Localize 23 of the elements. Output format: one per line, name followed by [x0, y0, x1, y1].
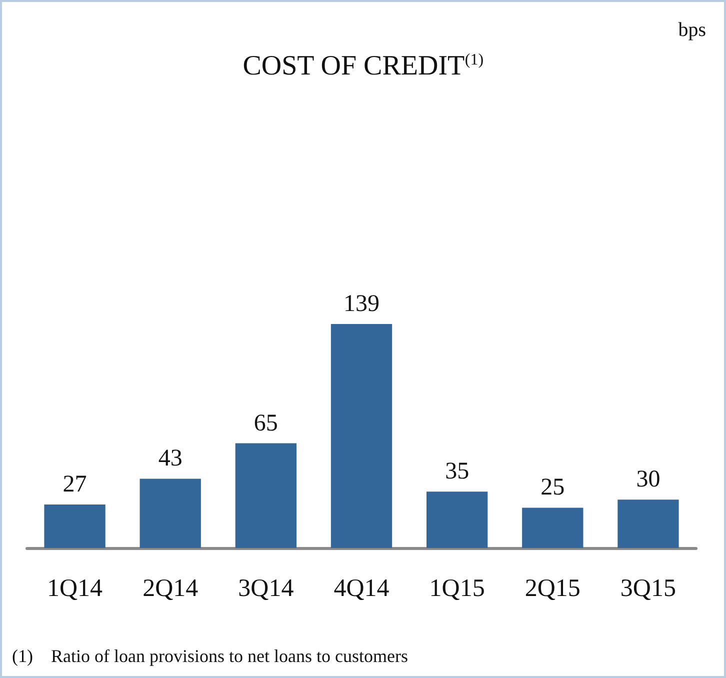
text: bps — [678, 19, 706, 41]
data-label: 65 — [254, 410, 278, 436]
x-tick-label: 3Q15 — [620, 575, 676, 602]
x-tick-label: 3Q14 — [238, 575, 294, 602]
x-tick-label: 1Q15 — [429, 575, 485, 602]
bar — [330, 324, 392, 548]
x-tick-label: 1Q14 — [47, 575, 104, 602]
data-label: 27 — [62, 471, 87, 498]
x-tick-label: 2Q15 — [524, 575, 580, 602]
data-label: 139 — [344, 291, 380, 317]
data-label: 35 — [445, 458, 470, 485]
text: (1) Ratio of loan provisions to net loans to customers — [12, 646, 408, 666]
data-label: 43 — [158, 446, 182, 472]
data-label: 30 — [636, 466, 660, 493]
x-tick-label: 4Q14 — [334, 575, 390, 602]
bar — [426, 492, 488, 548]
bar — [235, 443, 297, 548]
bar — [140, 478, 201, 548]
bar — [44, 504, 106, 548]
bar — [618, 500, 679, 548]
x-tick-label: 2Q14 — [142, 575, 199, 602]
bar — [522, 508, 584, 548]
data-label: 25 — [540, 474, 565, 501]
